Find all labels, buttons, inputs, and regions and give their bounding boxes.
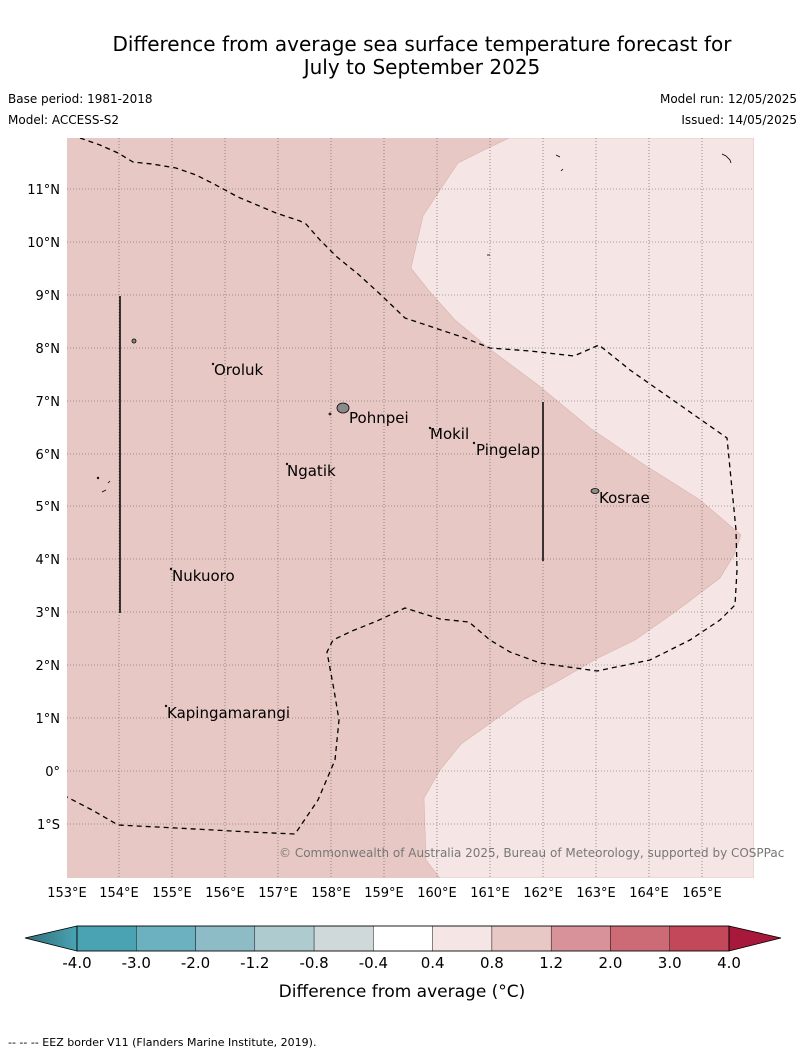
lon-tick: 160°E — [417, 886, 457, 901]
place-kapingamarangi: Kapingamarangi — [167, 704, 290, 722]
lat-tick: 1°S — [37, 818, 60, 833]
colorbar-title: Difference from average (°C) — [279, 982, 526, 1002]
map-gridlines — [67, 138, 754, 878]
lon-tick: 158°E — [311, 886, 351, 901]
lon-tick: 164°E — [629, 886, 669, 901]
colorbar-extend-high — [728, 925, 782, 952]
eez-border-north — [67, 138, 738, 835]
lon-tick: 155°E — [152, 886, 192, 901]
colorbar-tick-label: 2.0 — [599, 954, 623, 972]
colorbar-box — [313, 925, 374, 952]
colorbar-box — [195, 925, 256, 952]
lat-tick: 10°N — [27, 236, 60, 251]
colorbar-box — [136, 925, 196, 952]
colorbar-tick-label: 4.0 — [717, 954, 741, 972]
lon-tick: 162°E — [523, 886, 563, 901]
title-line-1: Difference from average sea surface temp… — [112, 32, 732, 56]
colorbar-box — [373, 925, 433, 952]
eez-footnote: -- -- -- EEZ border V11 (Flanders Marine… — [8, 1036, 317, 1049]
colorbar-frame — [76, 925, 730, 952]
colorbar-tick-label: 0.8 — [480, 954, 504, 972]
colorbar-labels: -4.0 -3.0 -2.0 -1.2 -0.8 -0.4 0.4 0.8 1.2 2.0 3.0 4… — [62, 954, 741, 972]
colorbar-tick-label: -2.0 — [181, 954, 210, 972]
place-oroluk: Oroluk — [214, 361, 263, 379]
lon-tick: 157°E — [258, 886, 298, 901]
place-labels: Oroluk Pohnpei Mokil Pingelap Ngatik Kos… — [167, 361, 650, 722]
lat-tick: 11°N — [27, 183, 60, 198]
lat-tick: 1°N — [36, 712, 61, 727]
place-nukuoro: Nukuoro — [172, 567, 235, 585]
colorbar-tick-label: 3.0 — [658, 954, 682, 972]
place-kosrae: Kosrae — [599, 489, 650, 507]
lat-tick: 0° — [45, 765, 60, 780]
colorbar-tick-label: 1.2 — [539, 954, 563, 972]
lon-tick: 163°E — [576, 886, 616, 901]
lat-tick: 6°N — [36, 448, 61, 463]
colorbar-boxes — [76, 925, 730, 952]
eez-borders — [67, 138, 738, 835]
place-pingelap: Pingelap — [476, 441, 540, 459]
colorbar-box — [254, 925, 315, 952]
lon-tick: 165°E — [682, 886, 722, 901]
lat-tick: 2°N — [36, 659, 61, 674]
model-run: Model run: 12/05/2025 — [659, 92, 797, 106]
pohnpei-island-shape — [336, 402, 350, 414]
model-name: Model: ACCESS-S2 — [8, 113, 120, 127]
colorbar-box — [610, 925, 670, 952]
lat-tick: 7°N — [36, 395, 61, 410]
colorbar-tick-label: -1.2 — [240, 954, 269, 972]
lat-tick: 3°N — [36, 606, 61, 621]
colorbar-tick-label: -4.0 — [62, 954, 91, 972]
colorbar-box — [432, 925, 493, 952]
map-title: Difference from average sea surface temp… — [0, 33, 804, 79]
lat-tick: 8°N — [36, 342, 61, 357]
place-mokil: Mokil — [430, 425, 469, 443]
colorbar-box — [550, 925, 611, 952]
colorbar-tick-label: -3.0 — [122, 954, 151, 972]
colorbar-tick-label: -0.4 — [359, 954, 388, 972]
place-pohnpei: Pohnpei — [349, 409, 409, 427]
lon-tick: 161°E — [470, 886, 510, 901]
title-line-2: July to September 2025 — [303, 55, 541, 79]
colorbar — [24, 925, 782, 952]
kosrae-island-shape — [590, 488, 600, 494]
lat-tick: 9°N — [36, 289, 61, 304]
copyright: © Commonwealth of Australia 2025, Bureau… — [279, 846, 784, 860]
lon-tick: 159°E — [364, 886, 404, 901]
lat-tick: 5°N — [36, 500, 61, 515]
anomaly-band-0.4-0.8-north — [410, 138, 754, 878]
colorbar-box — [76, 925, 137, 952]
place-ngatik: Ngatik — [287, 462, 336, 480]
lat-tick: 4°N — [36, 553, 61, 568]
issued-date: Issued: 14/05/2025 — [681, 113, 797, 127]
lon-ticks: 153°E 154°E 155°E 156°E 157°E 158°E 159°… — [47, 886, 722, 901]
lon-tick: 154°E — [99, 886, 139, 901]
base-period: Base period: 1981-2018 — [8, 92, 153, 106]
islands — [96, 153, 732, 708]
colorbar-box — [491, 925, 552, 952]
lat-ticks: 11°N 10°N 9°N 8°N 7°N 6°N 5°N 4°N 3°N 2°… — [27, 183, 60, 833]
colorbar-box — [669, 925, 730, 952]
lon-tick: 156°E — [205, 886, 245, 901]
colorbar-tick-label: -0.8 — [299, 954, 328, 972]
lon-tick: 153°E — [47, 886, 87, 901]
colorbar-tick-label: 0.4 — [421, 954, 445, 972]
colorbar-extend-low — [24, 925, 78, 952]
